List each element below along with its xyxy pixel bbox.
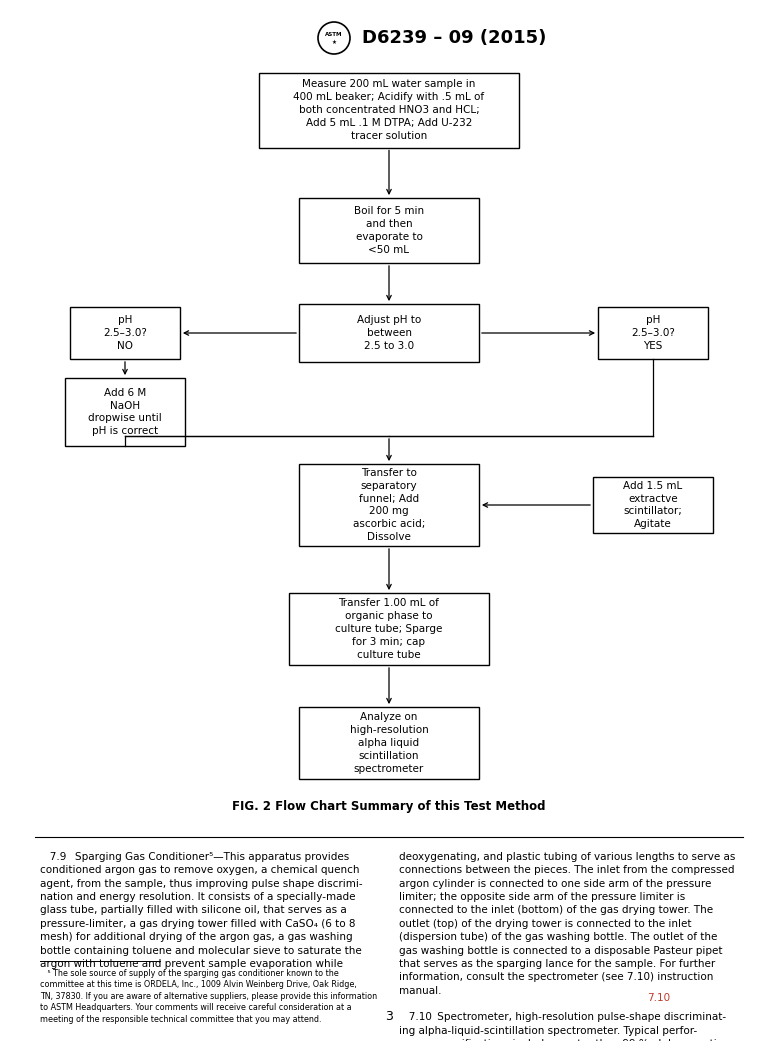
Text: Boil for 5 min
and then
evaporate to
<50 mL: Boil for 5 min and then evaporate to <50…: [354, 206, 424, 255]
Text: pH
2.5–3.0?
NO: pH 2.5–3.0? NO: [103, 315, 147, 351]
Text: Transfer to
separatory
funnel; Add
200 mg
ascorbic acid;
Dissolve: Transfer to separatory funnel; Add 200 m…: [352, 468, 426, 542]
Text: 3: 3: [385, 1010, 393, 1022]
Text: deoxygenating, and plastic tubing of various lengths to serve as
connections bet: deoxygenating, and plastic tubing of var…: [399, 852, 735, 1041]
Bar: [70, 307, 180, 359]
Text: Add 6 M
NaOH
dropwise until
pH is correct: Add 6 M NaOH dropwise until pH is correc…: [88, 388, 162, 436]
Bar: [65, 378, 185, 446]
Bar: [299, 464, 479, 545]
Text: Analyze on
high-resolution
alpha liquid
scintillation
spectrometer: Analyze on high-resolution alpha liquid …: [349, 712, 429, 773]
Text: D6239 – 09 (2015): D6239 – 09 (2015): [362, 29, 546, 47]
Text: Add 1.5 mL
extractve
scintillator;
Agitate: Add 1.5 mL extractve scintillator; Agita…: [623, 481, 682, 529]
Text: ★: ★: [331, 40, 336, 45]
Bar: [593, 477, 713, 533]
Text: ⁵ The sole source of supply of the sparging gas conditioner known to the
committ: ⁵ The sole source of supply of the sparg…: [40, 969, 377, 1023]
Bar: [299, 198, 479, 263]
Text: Adjust pH to
between
2.5 to 3.0: Adjust pH to between 2.5 to 3.0: [357, 315, 421, 351]
Bar: [598, 307, 708, 359]
Text: 7.9   Sparging Gas Conditioner⁵—This apparatus provides
conditioned argon gas to: 7.9 Sparging Gas Conditioner⁵—This appar…: [40, 852, 363, 969]
Bar: [299, 707, 479, 779]
Text: Transfer 1.00 mL of
organic phase to
culture tube; Sparge
for 3 min; cap
culture: Transfer 1.00 mL of organic phase to cul…: [335, 599, 443, 660]
Bar: [299, 304, 479, 362]
Bar: [289, 593, 489, 665]
Text: FIG. 2 Flow Chart Summary of this Test Method: FIG. 2 Flow Chart Summary of this Test M…: [233, 801, 545, 813]
Bar: [259, 73, 519, 148]
Text: Measure 200 mL water sample in
400 mL beaker; Acidify with .5 mL of
both concent: Measure 200 mL water sample in 400 mL be…: [293, 79, 485, 141]
Text: 7.10: 7.10: [647, 992, 670, 1002]
Text: ASTM: ASTM: [325, 31, 343, 36]
Text: pH
2.5–3.0?
YES: pH 2.5–3.0? YES: [631, 315, 675, 351]
